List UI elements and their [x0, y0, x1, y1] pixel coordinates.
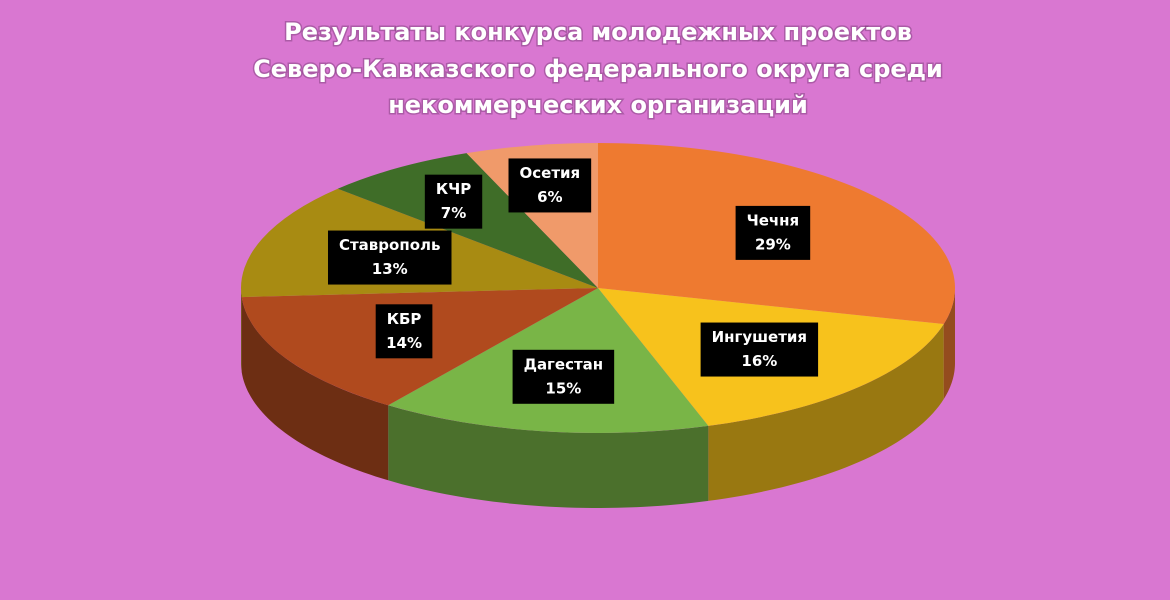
- label-box: [327, 230, 452, 285]
- label-box: [735, 205, 811, 260]
- chart-title: Северо-Кавказского федерального округа с…: [253, 55, 943, 83]
- value-label: 7%: [441, 204, 466, 222]
- value-label: 13%: [372, 260, 408, 278]
- category-label: Ставрополь: [339, 236, 441, 254]
- slice-side: [388, 405, 709, 508]
- label-box: [424, 174, 483, 229]
- category-label: Ингушетия: [712, 328, 807, 346]
- chart-title: некоммерческих организаций: [388, 91, 808, 119]
- label-box: [512, 349, 615, 404]
- slice-side: [943, 288, 955, 400]
- slice-side: [708, 324, 944, 501]
- category-label: Чечня: [747, 211, 800, 229]
- value-label: 16%: [741, 352, 777, 370]
- label-box: [700, 322, 819, 377]
- slice-side: [241, 288, 242, 373]
- value-label: 6%: [537, 188, 562, 206]
- category-label: КБР: [387, 310, 422, 328]
- label-box: [508, 158, 592, 213]
- category-label: Дагестан: [524, 355, 604, 373]
- category-label: Осетия: [520, 164, 581, 182]
- category-label: КЧР: [436, 180, 471, 198]
- label-box: [375, 304, 433, 359]
- value-label: 29%: [755, 235, 791, 253]
- value-label: 15%: [545, 379, 581, 397]
- slice-side: [241, 297, 389, 481]
- chart-title: Результаты конкурса молодежных проектов: [284, 18, 912, 46]
- value-label: 14%: [386, 334, 422, 352]
